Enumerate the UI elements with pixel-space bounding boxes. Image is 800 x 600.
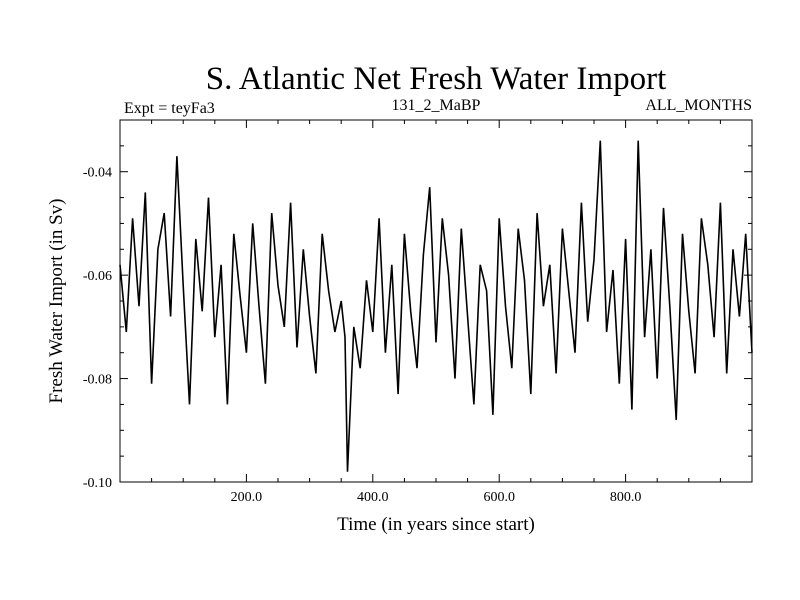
subtitle-experiment: Expt = teyFa3 xyxy=(124,100,215,117)
x-axis-label: Time (in years since start) xyxy=(337,514,535,535)
y-tick-label: -0.06 xyxy=(83,269,112,284)
y-tick-label: -0.04 xyxy=(83,166,112,181)
x-tick-label: 200.0 xyxy=(231,490,263,505)
plot-frame xyxy=(119,119,753,483)
y-tick-label: -0.10 xyxy=(83,476,112,491)
tick-layer: 200.0 400.0 600.0 800.0 -0.04 -0.06 -0.08 -0.10 xyxy=(83,119,752,505)
series-line xyxy=(119,140,753,472)
x-tick-label: 800.0 xyxy=(610,490,642,505)
y-axis-label: Fresh Water Import (in Sv) xyxy=(46,199,67,404)
chart-title: S. Atlantic Net Fresh Water Import xyxy=(206,61,667,97)
x-tick-label: 400.0 xyxy=(357,490,389,505)
subtitle-period: 131_2_MaBP xyxy=(392,97,481,114)
series-layer xyxy=(119,140,753,472)
subtitle-months: ALL_MONTHS xyxy=(645,97,752,114)
y-tick-label: -0.08 xyxy=(83,373,112,388)
x-tick-label: 600.0 xyxy=(483,490,515,505)
